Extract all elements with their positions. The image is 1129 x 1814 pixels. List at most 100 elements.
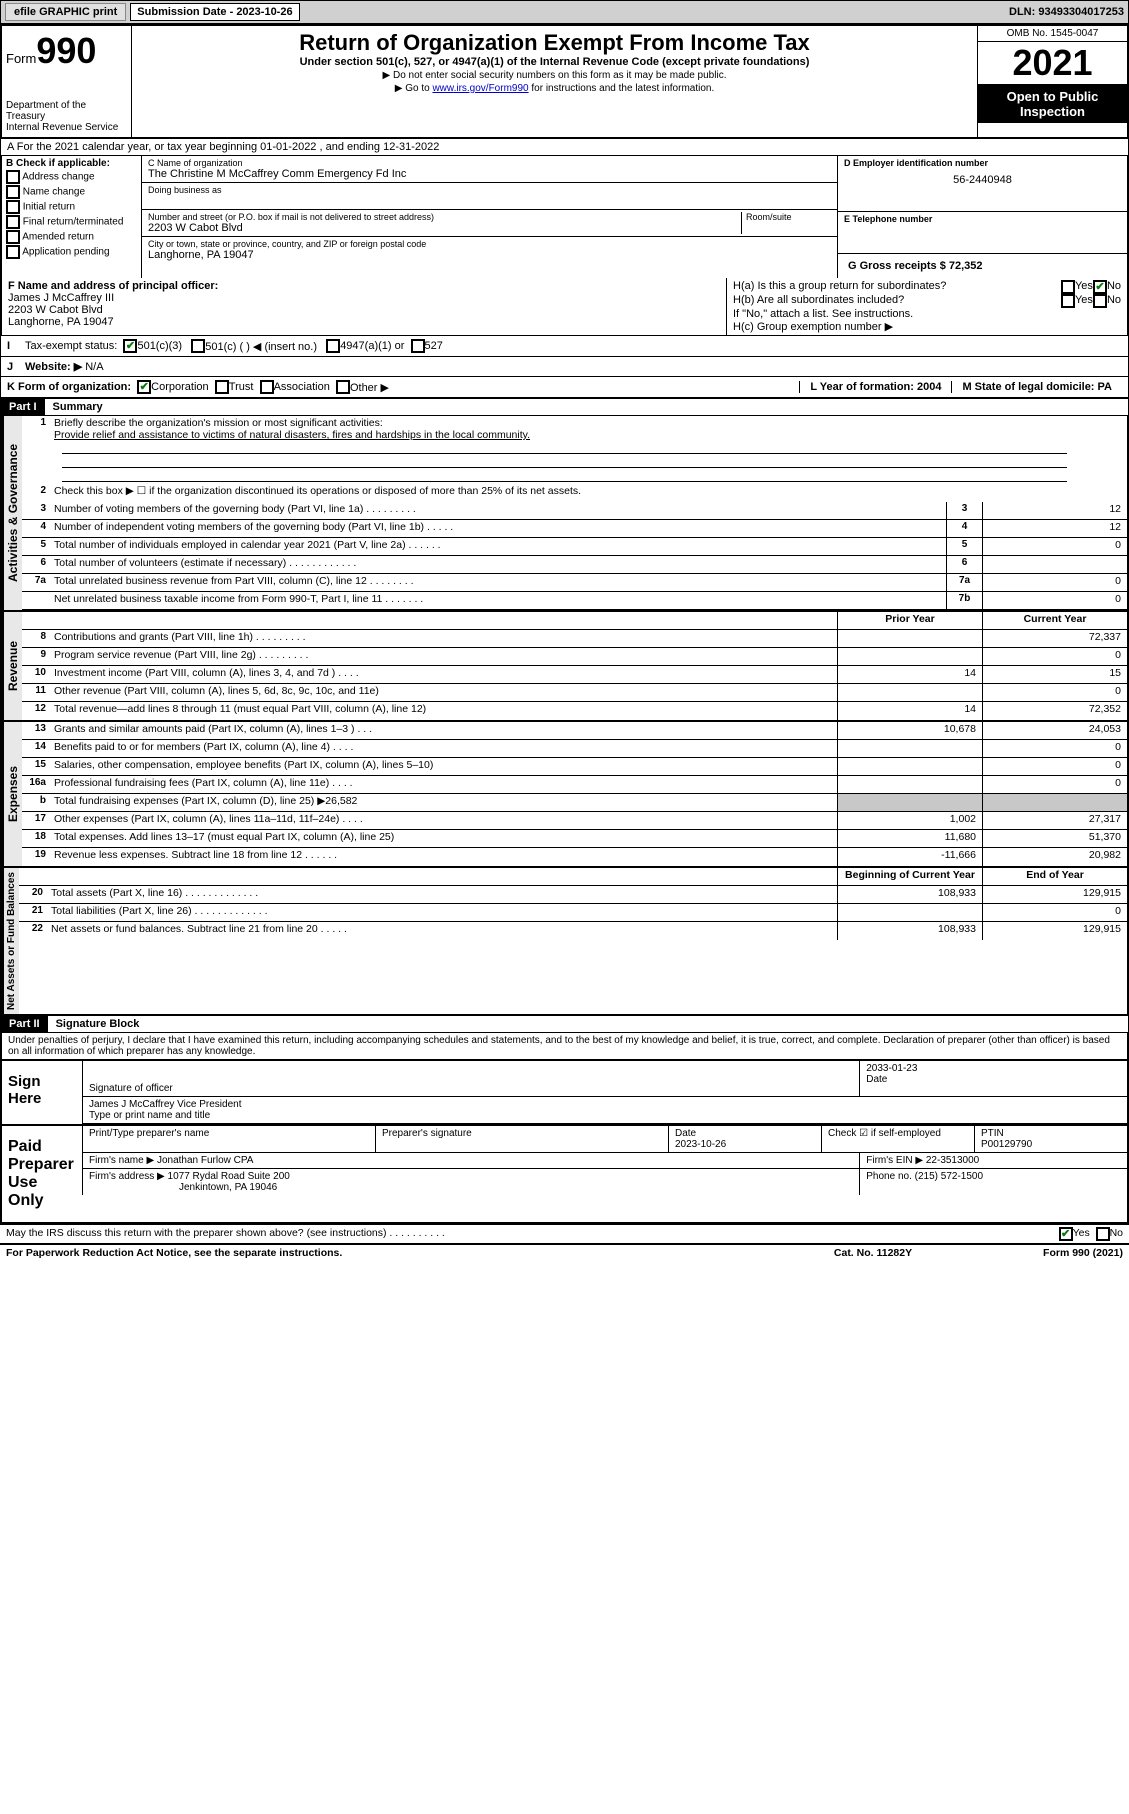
- col-beginning-year: Beginning of Current Year: [837, 868, 982, 885]
- side-net-assets: Net Assets or Fund Balances: [2, 868, 19, 1014]
- prior-year-value: [837, 758, 982, 775]
- row-j-website: J Website: ▶ N/A: [0, 357, 1129, 377]
- line-text: Total expenses. Add lines 13–17 (must eq…: [50, 830, 837, 847]
- row-i-exempt-status: I Tax-exempt status: 501(c)(3) 501(c) ( …: [0, 336, 1129, 357]
- self-employed-check: Check ☑ if self-employed: [821, 1126, 974, 1152]
- dept-label: Department of the Treasury: [6, 100, 127, 122]
- discuss-question: May the IRS discuss this return with the…: [6, 1227, 1059, 1241]
- current-year-value: [982, 794, 1127, 811]
- form990-link[interactable]: www.irs.gov/Form990: [432, 83, 528, 94]
- footer-row: For Paperwork Reduction Act Notice, see …: [0, 1243, 1129, 1261]
- perjury-statement: Under penalties of perjury, I declare th…: [0, 1033, 1129, 1061]
- mission-text: Provide relief and assistance to victims…: [54, 429, 530, 441]
- cb-assoc[interactable]: [260, 380, 274, 394]
- city-label: City or town, state or province, country…: [148, 239, 831, 249]
- officer-group-block: F Name and address of principal officer:…: [0, 278, 1129, 336]
- line-text: Other expenses (Part IX, column (A), lin…: [50, 812, 837, 829]
- addr-label: Number and street (or P.O. box if mail i…: [148, 212, 741, 222]
- current-year-value: 0: [982, 684, 1127, 701]
- ein-label: D Employer identification number: [844, 158, 1121, 168]
- current-year-value: 20,982: [982, 848, 1127, 866]
- line-value: 12: [982, 502, 1127, 519]
- current-year-value: 129,915: [982, 886, 1127, 903]
- line-text: Total number of volunteers (estimate if …: [50, 556, 946, 573]
- paid-preparer-label: Paid Preparer Use Only: [2, 1126, 82, 1222]
- paid-preparer-block: Paid Preparer Use Only Print/Type prepar…: [0, 1126, 1129, 1224]
- omb-number: OMB No. 1545-0047: [978, 26, 1127, 42]
- cb-app-pending[interactable]: [6, 245, 20, 259]
- ein-value: 56-2440948: [844, 174, 1121, 186]
- current-year-value: 15: [982, 666, 1127, 683]
- cb-hb-yes[interactable]: [1061, 294, 1075, 308]
- cb-trust[interactable]: [215, 380, 229, 394]
- line-num-cell: 7a: [946, 574, 982, 591]
- sign-here-block: Sign Here Signature of officer 2033-01-2…: [0, 1061, 1129, 1126]
- current-year-value: 0: [982, 758, 1127, 775]
- irs-discuss-row: May the IRS discuss this return with the…: [0, 1224, 1129, 1243]
- cb-ha-yes[interactable]: [1061, 280, 1075, 294]
- efile-btn[interactable]: efile GRAPHIC print: [5, 3, 126, 21]
- cb-amended[interactable]: [6, 230, 20, 244]
- m-state-domicile: M State of legal domicile: PA: [951, 381, 1122, 393]
- part2-header: Part II Signature Block: [0, 1016, 1129, 1033]
- room-label: Room/suite: [746, 212, 831, 222]
- cb-final-return[interactable]: [6, 215, 20, 229]
- preparer-sig-label: Preparer's signature: [375, 1126, 668, 1152]
- cb-ha-no[interactable]: [1093, 280, 1107, 294]
- line-text: Contributions and grants (Part VIII, lin…: [50, 630, 837, 647]
- submission-date: Submission Date - 2023-10-26: [130, 3, 299, 21]
- firm-name: Jonathan Furlow CPA: [157, 1155, 254, 1166]
- prior-year-value: 108,933: [837, 886, 982, 903]
- form-title: Return of Organization Exempt From Incom…: [136, 30, 973, 56]
- city-state-zip: Langhorne, PA 19047: [148, 249, 831, 261]
- prior-year-value: 14: [837, 666, 982, 683]
- part1-header: Part I Summary: [0, 399, 1129, 416]
- cb-501c3[interactable]: [123, 339, 137, 353]
- current-year-value: 51,370: [982, 830, 1127, 847]
- cb-name-change[interactable]: [6, 185, 20, 199]
- cb-other[interactable]: [336, 380, 350, 394]
- hb-note: If "No," attach a list. See instructions…: [733, 308, 1121, 320]
- line-text: Total liabilities (Part X, line 26) . . …: [47, 904, 837, 921]
- line-num-cell: 4: [946, 520, 982, 537]
- line-text: Net unrelated business taxable income fr…: [50, 592, 946, 609]
- i-label: Tax-exempt status:: [25, 340, 117, 352]
- prior-year-value: [837, 630, 982, 647]
- form-label: Form: [6, 51, 36, 66]
- prior-year-value: 11,680: [837, 830, 982, 847]
- line-value: 0: [982, 538, 1127, 555]
- current-year-value: 0: [982, 648, 1127, 665]
- street-address: 2203 W Cabot Blvd: [148, 222, 741, 234]
- sign-date: 2033-01-23: [866, 1063, 1121, 1074]
- l-year-formation: L Year of formation: 2004: [799, 381, 951, 393]
- line-text: Number of independent voting members of …: [50, 520, 946, 537]
- org-info-block: B Check if applicable: Address change Na…: [0, 156, 1129, 278]
- officer-addr1: 2203 W Cabot Blvd: [8, 304, 720, 316]
- line-value: 0: [982, 574, 1127, 591]
- part1-net-assets: Net Assets or Fund Balances Beginning of…: [0, 868, 1129, 1016]
- cat-number: Cat. No. 11282Y: [773, 1247, 973, 1259]
- sign-here-label: Sign Here: [2, 1061, 82, 1124]
- cb-discuss-yes[interactable]: [1059, 1227, 1073, 1241]
- cb-hb-no[interactable]: [1093, 294, 1107, 308]
- cb-address-change[interactable]: [6, 170, 20, 184]
- cb-527[interactable]: [411, 339, 425, 353]
- ha-label: H(a) Is this a group return for subordin…: [733, 280, 1061, 294]
- part1-activities: Activities & Governance 1Briefly describ…: [0, 416, 1129, 612]
- cb-501c[interactable]: [191, 339, 205, 353]
- gross-receipts: G Gross receipts $ 72,352: [844, 256, 1121, 276]
- prior-year-value: 10,678: [837, 722, 982, 739]
- hb-label: H(b) Are all subordinates included?: [733, 294, 1061, 308]
- line-value: 0: [982, 592, 1127, 609]
- ptin-value: P00129790: [981, 1139, 1121, 1150]
- hc-label: H(c) Group exemption number ▶: [733, 320, 1121, 333]
- current-year-value: 27,317: [982, 812, 1127, 829]
- cb-discuss-no[interactable]: [1096, 1227, 1110, 1241]
- part1-title: Summary: [45, 399, 111, 415]
- firm-ein-label: Firm's EIN ▶: [866, 1155, 923, 1166]
- side-revenue: Revenue: [2, 612, 22, 720]
- cb-initial-return[interactable]: [6, 200, 20, 214]
- cb-corp[interactable]: [137, 380, 151, 394]
- cb-4947[interactable]: [326, 339, 340, 353]
- form-subtitle: Under section 501(c), 527, or 4947(a)(1)…: [136, 56, 973, 68]
